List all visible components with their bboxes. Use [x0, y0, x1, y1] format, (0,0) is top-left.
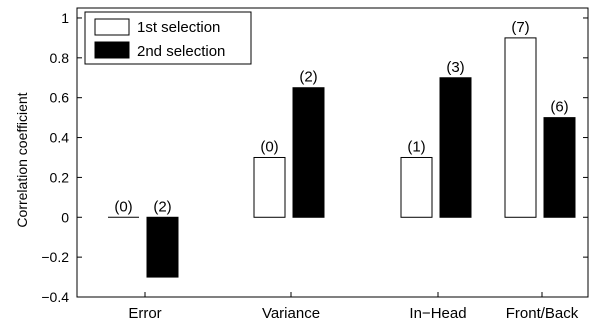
legend-swatch-1st-selection [94, 18, 130, 36]
bar-1st-selection [253, 156, 286, 218]
x-tick-label: Front/Back [506, 305, 579, 322]
x-axis-labels: Error Variance In−Head Front/Back [128, 292, 579, 322]
count-label-1st-selection: (0) [114, 198, 132, 215]
y-tick-label: 0.6 [50, 90, 70, 106]
y-tick-label: −0.4 [41, 289, 69, 305]
bars-layer [108, 37, 576, 278]
legend-swatch-2nd-selection [94, 41, 130, 59]
x-tick-label: Variance [262, 305, 320, 322]
count-label-1st-selection: (7) [511, 19, 529, 36]
bar-2nd-selection [543, 117, 576, 218]
legend-label-2nd-selection: 2nd selection [137, 43, 225, 60]
x-tick-label: Error [128, 305, 161, 322]
y-tick-label: −0.2 [41, 249, 69, 265]
x-tick-label: In−Head [409, 305, 466, 322]
bar-2nd-selection [146, 216, 179, 278]
count-label-1st-selection: (1) [407, 138, 425, 155]
count-label-2nd-selection: (2) [153, 198, 171, 215]
count-label-2nd-selection: (6) [550, 99, 568, 116]
plot-area-border [76, 7, 589, 298]
bar-1st-selection [504, 37, 537, 218]
y-axis-ticks: −0.4 −0.2 0 0.2 0.4 0.6 0.8 1 [41, 10, 588, 305]
count-label-2nd-selection: (2) [299, 69, 317, 86]
legend-label-1st-selection: 1st selection [137, 19, 220, 36]
y-tick-label: 0.4 [50, 130, 70, 146]
bar-1st-selection [400, 156, 433, 218]
count-label-1st-selection: (0) [260, 138, 278, 155]
count-label-2nd-selection: (3) [446, 59, 464, 76]
plot-frame [76, 7, 589, 298]
y-tick-label: 0 [61, 209, 69, 225]
y-tick-label: 0.8 [50, 50, 70, 66]
y-tick-label: 1 [61, 10, 69, 26]
legend: 1st selection 2nd selection [84, 11, 252, 65]
y-tick-label: 0.2 [50, 169, 70, 185]
bar-2nd-selection [292, 87, 325, 218]
bar-2nd-selection [439, 77, 472, 218]
y-axis-label: Correlation coefficient [14, 92, 30, 227]
count-labels-layer: (0) (2) (0) (2) (1) (3) (7) (6) [114, 19, 568, 215]
